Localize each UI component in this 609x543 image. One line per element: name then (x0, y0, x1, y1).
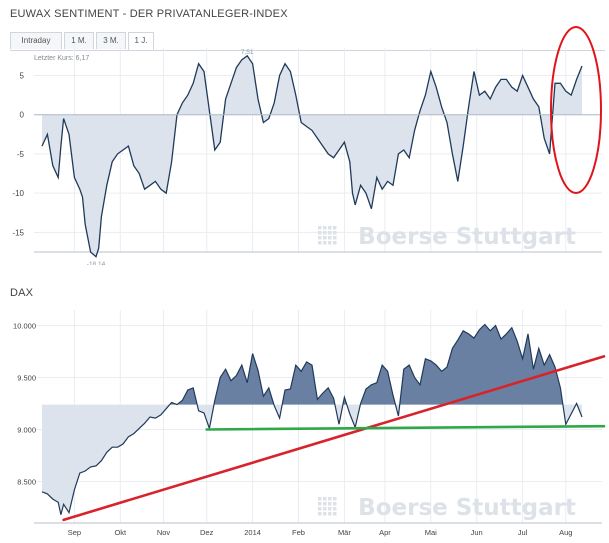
watermark-dot (323, 497, 327, 501)
sentiment-y-tick-label: -5 (17, 150, 25, 159)
dax-watermark: Boerse Stuttgart (318, 495, 576, 521)
dax-area-below-baseline (42, 404, 582, 515)
dax-x-tick-label: Nov (157, 528, 171, 537)
sentiment-watermark: Boerse Stuttgart (318, 224, 576, 250)
watermark-dot (328, 236, 332, 240)
watermark-dot (318, 502, 322, 506)
dax-y-tick-label: 10.000 (13, 322, 36, 331)
watermark-dot (323, 226, 327, 230)
dax-series-line (41, 323, 583, 515)
dax-trend-lines (62, 355, 606, 522)
watermark-dot (323, 502, 327, 506)
watermark-dot (333, 231, 337, 235)
watermark-dot (318, 241, 322, 245)
dax-trend-line (205, 424, 606, 431)
watermark-dot (333, 507, 337, 511)
dax-x-tick-label: Jul (518, 528, 528, 537)
dax-x-tick-label: Mär (338, 528, 351, 537)
watermark-dot (333, 226, 337, 230)
watermark-dot (328, 231, 332, 235)
watermark-dot (333, 236, 337, 240)
sentiment-y-tick-label: -15 (12, 228, 24, 237)
sentiment-y-tick-label: -10 (12, 189, 24, 198)
watermark-dot (323, 241, 327, 245)
last-price-label: Letzter Kurs: 6,17 (34, 55, 89, 62)
sentiment-series-line (41, 54, 583, 258)
dax-x-tick-labels: Sep Okt Nov Dez 2014 Feb Mär Apr Mai Jun Jul Aug (68, 528, 573, 537)
tab-1-month[interactable]: 1 M. (64, 32, 94, 49)
dax-y-tick-label: 9.500 (17, 374, 36, 383)
dax-x-tick-label: Jun (471, 528, 483, 537)
watermark-dot (333, 497, 337, 501)
timeframe-tabs: Intraday 1 M. 3 M. 1 J. (10, 32, 605, 51)
dax-x-tick-label: Sep (68, 528, 81, 537)
dax-chart: Boerse Stuttgart 10.000 9.500 9.000 8.500 S… (13, 310, 606, 537)
sentiment-point-label: -18,14 (87, 261, 106, 265)
watermark-dot (328, 507, 332, 511)
watermark-logo: Boerse Stuttgart (318, 224, 576, 250)
sentiment-chart: Boerse Stuttgart 5 0 -5 -10 -15 Letzter Kurs… (12, 26, 602, 265)
tab-intraday[interactable]: Intraday (10, 32, 62, 49)
sentiment-y-tick-label: 5 (20, 71, 25, 80)
watermark-dot (323, 512, 327, 516)
watermark-dot (328, 226, 332, 230)
dax-x-tick-label: Apr (379, 528, 391, 537)
dax-trend-line (62, 355, 606, 522)
dax-x-tick-label: Okt (114, 528, 127, 537)
dax-area-above-baseline (169, 324, 578, 405)
sentiment-y-tick-label: 0 (20, 111, 25, 120)
watermark-dot (318, 507, 322, 511)
tab-3-months[interactable]: 3 M. (96, 32, 126, 49)
dax-x-tick-label: Dez (200, 528, 214, 537)
dax-chart-title: DAX (10, 287, 34, 299)
dax-x-tick-label: 2014 (244, 528, 261, 537)
watermark-dot (318, 236, 322, 240)
watermark-dot (328, 497, 332, 501)
sentiment-area (42, 55, 582, 257)
dax-y-tick-label: 9.000 (17, 425, 36, 434)
watermark-logo: Boerse Stuttgart (318, 495, 576, 521)
watermark-text: Boerse Stuttgart (358, 224, 576, 250)
watermark-dot (318, 512, 322, 516)
dax-x-tick-label: Aug (559, 528, 572, 537)
watermark-dot (318, 497, 322, 501)
watermark-text: Boerse Stuttgart (358, 495, 576, 521)
dax-y-tick-labels: 10.000 9.500 9.000 8.500 (13, 322, 36, 487)
watermark-dot (333, 241, 337, 245)
watermark-dot (333, 512, 337, 516)
sentiment-chart-title: EUWAX SENTIMENT - DER PRIVATANLEGER-INDE… (10, 8, 288, 20)
watermark-dot (323, 231, 327, 235)
watermark-dot (328, 512, 332, 516)
sentiment-point-labels: 7,51 -18,14 (87, 49, 254, 265)
sentiment-point-label: 7,51 (241, 49, 254, 56)
dax-x-tick-label: Mai (425, 528, 437, 537)
dax-y-tick-label: 8.500 (17, 477, 36, 486)
watermark-dot (328, 502, 332, 506)
watermark-dot (328, 241, 332, 245)
watermark-dot (323, 507, 327, 511)
watermark-dot (318, 231, 322, 235)
highlight-ellipse-annotation (550, 26, 602, 194)
tab-1-year[interactable]: 1 J. (128, 32, 154, 50)
watermark-dot (333, 502, 337, 506)
watermark-dot (318, 226, 322, 230)
dax-x-tick-label: Feb (292, 528, 305, 537)
watermark-dot (323, 236, 327, 240)
sentiment-y-tick-labels: 5 0 -5 -10 -15 (12, 71, 24, 237)
